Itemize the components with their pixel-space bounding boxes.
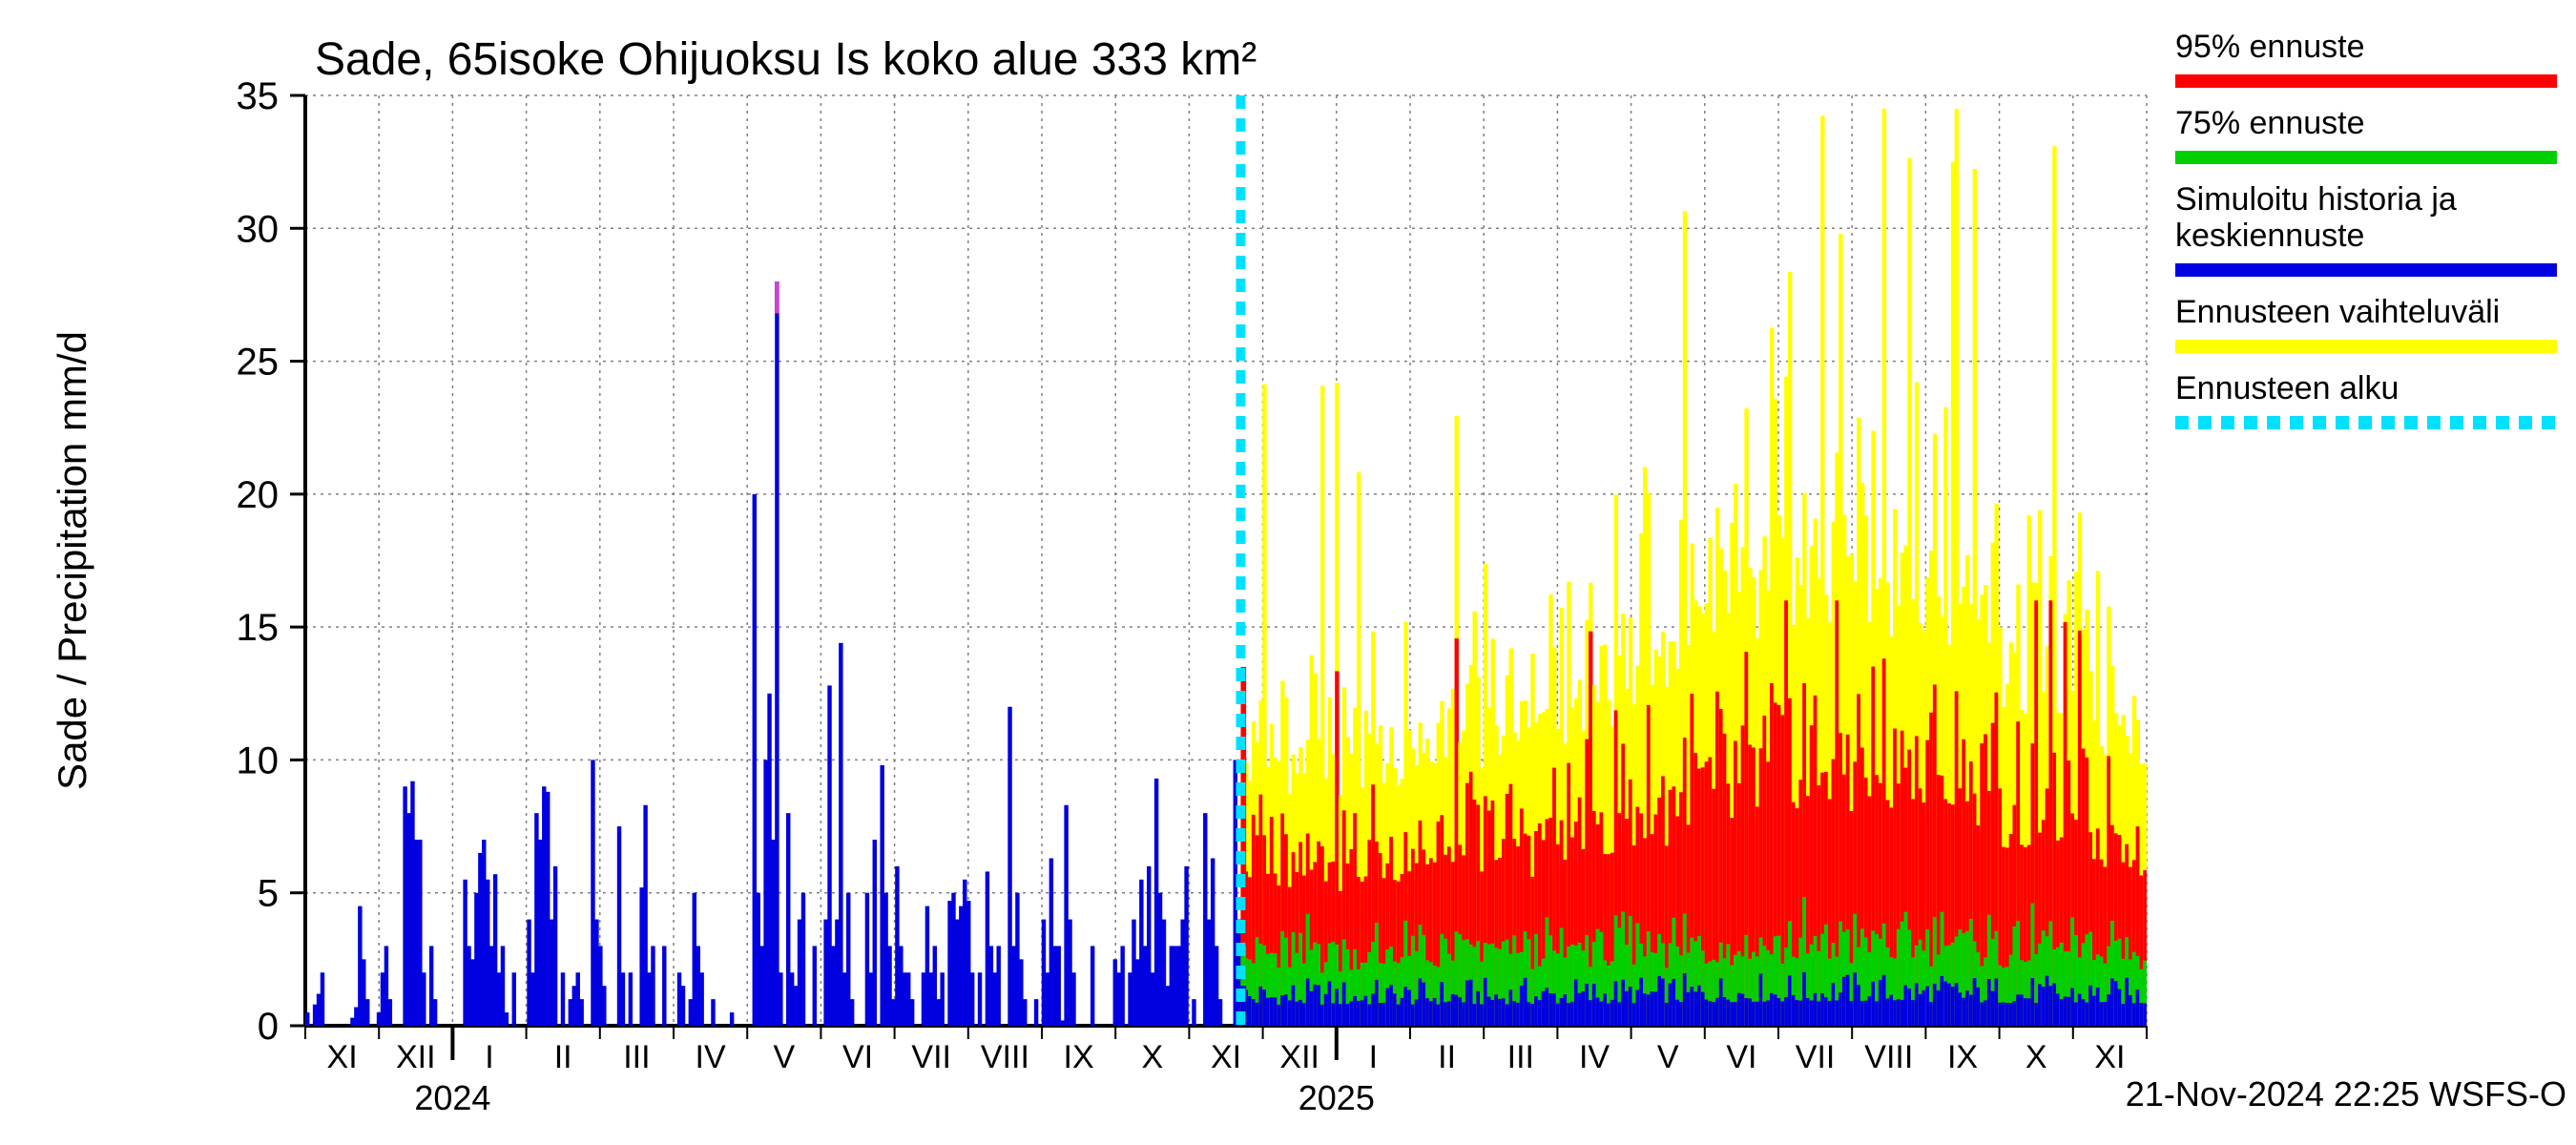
- x-month-label: XII: [1279, 1039, 1319, 1075]
- x-month-label: IX: [1947, 1039, 1978, 1075]
- legend-label: Ennusteen alku: [2175, 370, 2399, 406]
- y-axis-label: Sade / Precipitation mm/d: [50, 331, 94, 790]
- x-month-label: XII: [396, 1039, 436, 1075]
- legend-swatch: [2175, 340, 2557, 353]
- y-tick-label: 25: [237, 342, 280, 384]
- legend-swatch: [2175, 263, 2557, 277]
- x-month-label: I: [1369, 1039, 1378, 1075]
- y-tick-label: 20: [237, 474, 280, 516]
- x-month-label: IV: [696, 1039, 726, 1075]
- x-month-label: IX: [1064, 1039, 1094, 1075]
- legend-label: Simuloitu historia ja: [2175, 181, 2457, 218]
- x-month-label: V: [773, 1039, 795, 1075]
- x-month-label: VI: [1726, 1039, 1756, 1075]
- x-month-label: II: [554, 1039, 572, 1075]
- y-tick-label: 0: [258, 1006, 279, 1048]
- legend-swatch: [2175, 74, 2557, 88]
- y-tick-label: 35: [237, 75, 280, 117]
- legend-label: keskiennuste: [2175, 218, 2364, 254]
- footer-timestamp: 21-Nov-2024 22:25 WSFS-O: [2126, 1074, 2566, 1114]
- y-tick-label: 10: [237, 739, 280, 781]
- x-month-label: III: [1507, 1039, 1534, 1075]
- x-month-label: X: [2025, 1039, 2047, 1075]
- x-month-label: XI: [327, 1039, 358, 1075]
- x-month-label: VIII: [1864, 1039, 1913, 1075]
- x-month-label: VII: [911, 1039, 951, 1075]
- x-month-label: XI: [2094, 1039, 2125, 1075]
- year-label-2024: 2024: [414, 1078, 490, 1117]
- legend-label: 95% ennuste: [2175, 29, 2365, 65]
- y-tick-label: 15: [237, 607, 280, 649]
- legend-label: 75% ennuste: [2175, 105, 2365, 141]
- chart-title: Sade, 65isoke Ohijuoksu Is koko alue 333…: [315, 34, 1257, 85]
- x-month-label: VII: [1796, 1039, 1836, 1075]
- x-month-label: IV: [1579, 1039, 1610, 1075]
- y-tick-label: 30: [237, 208, 280, 250]
- x-month-label: I: [485, 1039, 493, 1075]
- x-month-label: II: [1438, 1039, 1456, 1075]
- y-tick-label: 5: [258, 873, 279, 915]
- year-label-2025: 2025: [1298, 1078, 1375, 1117]
- legend-label: Ennusteen vaihteluväli: [2175, 294, 2500, 330]
- x-month-label: XI: [1211, 1039, 1241, 1075]
- x-month-label: VI: [842, 1039, 873, 1075]
- x-month-label: X: [1141, 1039, 1163, 1075]
- x-month-label: III: [623, 1039, 650, 1075]
- x-month-label: V: [1657, 1039, 1679, 1075]
- x-month-label: VIII: [981, 1039, 1029, 1075]
- precipitation-chart: 05101520253035XIXIIIIIIIIIVVVIVIIVIIIIXX…: [0, 0, 2576, 1145]
- legend-swatch: [2175, 151, 2557, 164]
